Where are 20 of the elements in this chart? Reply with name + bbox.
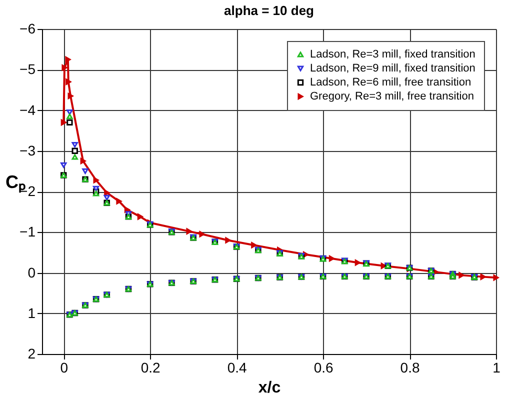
x-tick-label: 1 bbox=[492, 360, 501, 376]
y-tick-label: −3 bbox=[20, 142, 36, 158]
y-tick-label: 1 bbox=[28, 304, 36, 321]
y-tick-label: −1 bbox=[20, 224, 36, 240]
y-tick-label: −4 bbox=[20, 102, 36, 118]
y-tick-label: 0 bbox=[28, 264, 36, 280]
legend-label: Gregory, Re=3 mill, free transition bbox=[310, 90, 474, 102]
y-tick-label: −5 bbox=[20, 61, 36, 78]
y-tick-label: 2 bbox=[28, 346, 36, 362]
x-tick-label: 0.4 bbox=[227, 360, 248, 376]
chart-title: alpha = 10 deg bbox=[224, 3, 314, 18]
legend-label: Ladson, Re=9 mill, fixed transition bbox=[310, 62, 476, 74]
x-axis-title: x/c bbox=[258, 380, 281, 396]
x-tick-label: 0.8 bbox=[400, 360, 420, 376]
x-tick-label: 0.6 bbox=[314, 360, 334, 376]
legend-label: Ladson, Re=3 mill, fixed transition bbox=[310, 48, 476, 60]
legend-label: Ladson, Re=6 mill, free transition bbox=[310, 76, 472, 88]
x-tick-label: 0 bbox=[60, 360, 68, 376]
x-tick-label: 0.2 bbox=[140, 360, 161, 376]
y-tick-label: −6 bbox=[20, 20, 36, 36]
